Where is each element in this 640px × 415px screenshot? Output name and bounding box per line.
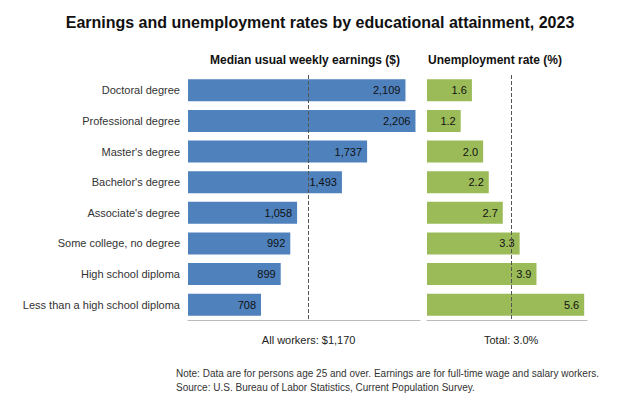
svg-text:Total: 3.0%: Total: 3.0% [484,334,539,346]
svg-text:1.6: 1.6 [452,84,467,96]
svg-text:5.6: 5.6 [564,299,579,311]
svg-text:Unemployment rate (%): Unemployment rate (%) [428,53,562,67]
svg-text:All workers: $1,170: All workers: $1,170 [262,334,356,346]
svg-text:Less than a high school diplom: Less than a high school diploma [23,299,181,311]
svg-text:1.2: 1.2 [440,115,455,127]
svg-text:1,058: 1,058 [265,207,293,219]
svg-text:Note: Data are for persons age: Note: Data are for persons age 25 and ov… [176,368,599,379]
svg-text:Associate's degree: Associate's degree [87,207,180,219]
svg-text:Median usual weekly earnings (: Median usual weekly earnings ($) [210,53,400,67]
svg-text:1,737: 1,737 [335,146,363,158]
svg-text:Earnings and unemployment rate: Earnings and unemployment rates by educa… [66,14,575,31]
svg-text:2.7: 2.7 [482,207,497,219]
svg-text:3.9: 3.9 [516,268,531,280]
svg-text:Doctoral degree: Doctoral degree [102,84,180,96]
svg-text:1,493: 1,493 [309,176,337,188]
svg-text:Bachelor's degree: Bachelor's degree [92,176,180,188]
svg-text:Master's degree: Master's degree [101,146,180,158]
svg-text:Some college, no degree: Some college, no degree [58,237,180,249]
svg-text:2.0: 2.0 [463,146,478,158]
svg-text:2,109: 2,109 [373,84,401,96]
svg-text:Professional degree: Professional degree [82,115,180,127]
svg-text:High school diploma: High school diploma [81,268,181,280]
svg-text:Source: U.S. Bureau of Labor S: Source: U.S. Bureau of Labor Statistics,… [176,382,475,393]
svg-text:3.3: 3.3 [499,237,514,249]
svg-text:2.2: 2.2 [468,176,483,188]
svg-text:2,206: 2,206 [383,115,411,127]
svg-text:992: 992 [267,237,285,249]
svg-text:708: 708 [238,299,256,311]
svg-text:899: 899 [257,268,275,280]
